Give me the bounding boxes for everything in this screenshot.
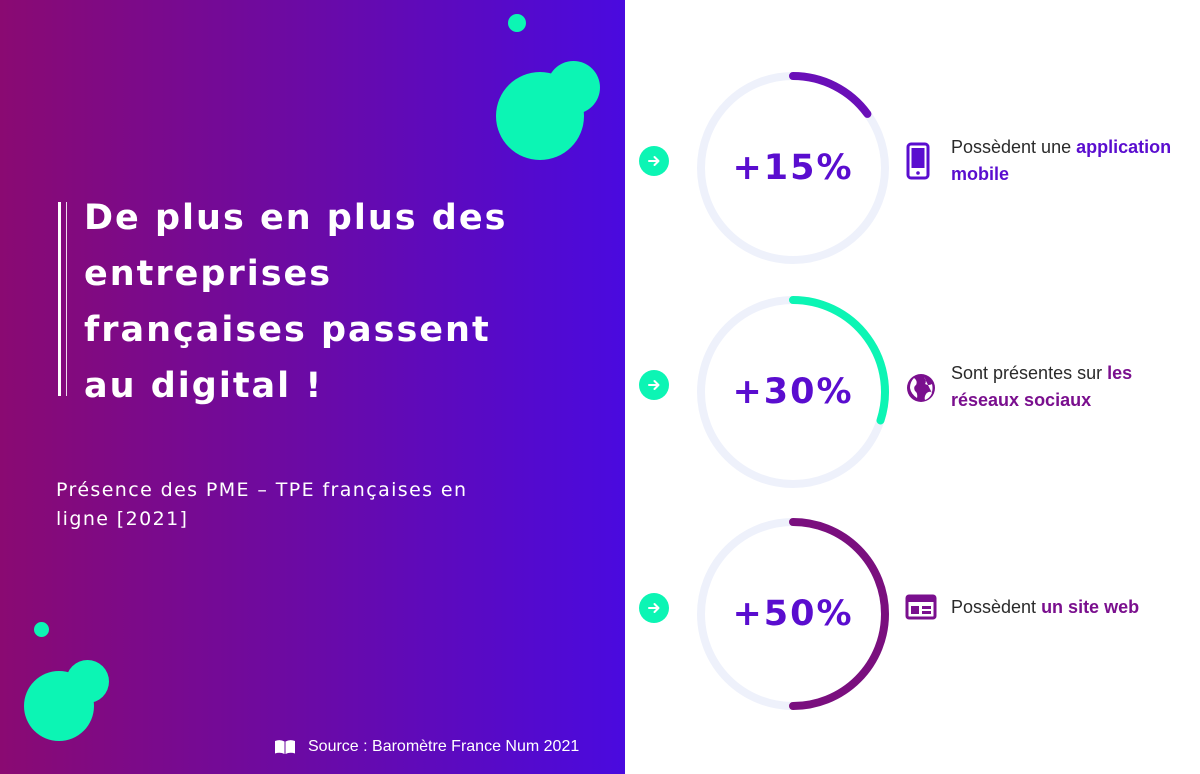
- stat-value: +50%: [732, 594, 854, 634]
- stat-text: Possèdent: [951, 597, 1042, 617]
- headline: De plus en plus des entreprises français…: [84, 198, 508, 406]
- progress-arc: [789, 72, 872, 118]
- stat-text: Possèdent une: [951, 137, 1077, 157]
- stat-description: Possèdent un site web: [951, 594, 1200, 621]
- headline-accent-line: [66, 202, 67, 396]
- source-note: Source : Baromètre France Num 2021: [274, 736, 579, 758]
- stat-value: +15%: [732, 148, 854, 188]
- stat-highlight: les réseaux sociaux: [951, 363, 1133, 410]
- stat-highlight: un site web: [1041, 597, 1140, 617]
- stat-text: Sont présentes sur: [951, 363, 1108, 383]
- stat-row-social-networks: +30% Sont présentes sur les réseaux soci…: [625, 292, 1200, 492]
- arrow-right-icon: [639, 593, 669, 623]
- left-panel: De plus en plus des entreprises français…: [0, 0, 625, 774]
- progress-arc: [789, 518, 889, 710]
- stat-row-website: +50% Possèdent un site web: [625, 514, 1200, 714]
- decor-bubble-medium-top: [547, 61, 600, 114]
- source-text: Source : Baromètre France Num 2021: [308, 738, 580, 755]
- arrow-right-icon: [639, 370, 669, 400]
- browser-window-icon: [905, 594, 937, 624]
- progress-ring: [693, 514, 893, 714]
- progress-ring: [693, 68, 893, 268]
- progress-ring: [693, 292, 893, 492]
- decor-bubble-medium-bottom: [66, 660, 109, 703]
- smartphone-icon: [905, 142, 931, 184]
- stat-value: +30%: [732, 372, 854, 412]
- progress-arc: [789, 296, 889, 425]
- stat-highlight: application mobile: [951, 137, 1172, 184]
- open-book-icon: [274, 739, 296, 755]
- arrow-right-icon: [639, 146, 669, 176]
- decor-bubble-small-top: [508, 14, 526, 32]
- decor-bubble-small-bottom: [34, 622, 49, 637]
- stat-description: Sont présentes sur les réseaux sociaux: [951, 360, 1200, 414]
- headline-accent-bar: [58, 202, 61, 396]
- subtitle: Présence des PME – TPE françaises en lig…: [56, 479, 468, 530]
- stat-row-mobile-app: +15% Possèdent une application mobile: [625, 68, 1200, 268]
- globe-icon: [905, 372, 937, 408]
- stat-description: Possèdent une application mobile: [951, 134, 1200, 188]
